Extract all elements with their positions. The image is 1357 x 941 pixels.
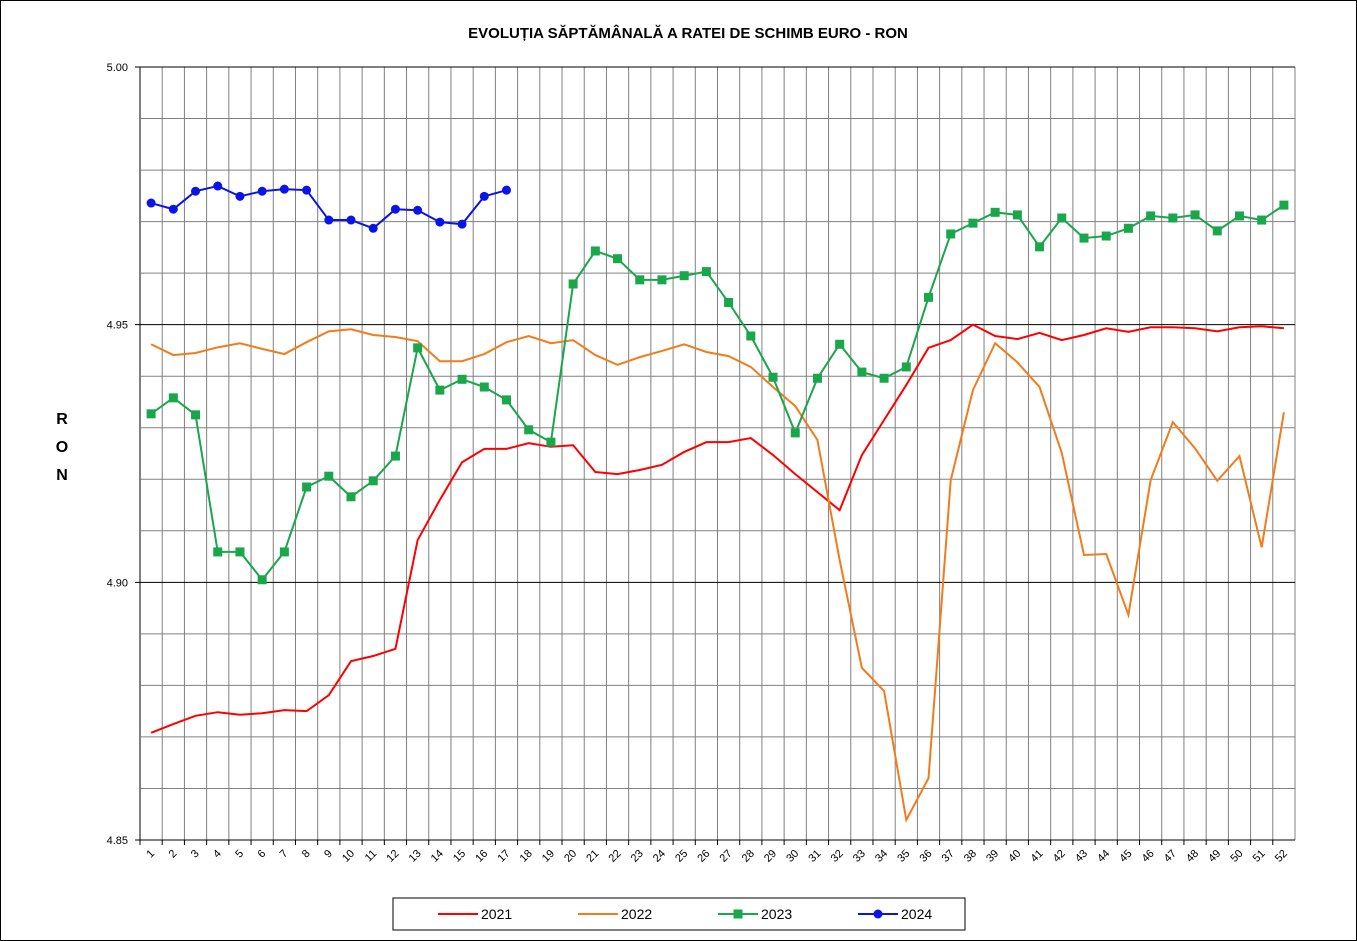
y-tick-label: 4.95 — [107, 320, 128, 332]
marker — [1279, 200, 1289, 210]
marker — [657, 275, 667, 285]
y-tick-label: 4.90 — [107, 577, 128, 589]
marker — [390, 451, 400, 461]
marker — [1234, 211, 1244, 221]
marker — [1012, 210, 1022, 220]
marker — [346, 492, 356, 502]
marker — [879, 373, 889, 383]
marker — [1146, 211, 1156, 221]
series-line — [150, 328, 1285, 823]
marker — [857, 367, 867, 377]
marker — [524, 425, 534, 435]
marker — [257, 575, 267, 585]
marker — [501, 185, 511, 195]
marker — [1168, 213, 1178, 223]
marker — [812, 373, 822, 383]
marker — [146, 409, 156, 419]
marker — [413, 343, 423, 353]
series-line — [150, 323, 1284, 734]
marker — [546, 437, 556, 447]
marker — [168, 204, 178, 214]
marker — [324, 215, 334, 225]
legend-label: 2022 — [621, 906, 652, 922]
marker — [1190, 210, 1200, 220]
marker — [501, 395, 511, 405]
legend-label: 2023 — [761, 906, 792, 922]
marker — [790, 428, 800, 438]
marker — [390, 204, 400, 214]
marker — [635, 275, 645, 285]
marker — [1123, 223, 1133, 233]
marker — [235, 191, 245, 201]
marker — [457, 374, 467, 384]
legend-label: 2021 — [481, 906, 512, 922]
marker — [302, 482, 312, 492]
marker — [279, 547, 289, 557]
legend-marker — [873, 909, 883, 919]
marker — [1057, 213, 1067, 223]
marker — [146, 198, 156, 208]
marker — [479, 191, 489, 201]
marker — [413, 205, 423, 215]
marker — [1101, 231, 1111, 241]
marker — [257, 186, 267, 196]
chart-title: EVOLUȚIA SĂPTĂMÂNALĂ A RATEI DE SCHIMB E… — [468, 24, 908, 42]
marker — [435, 217, 445, 227]
marker — [613, 254, 623, 264]
legend-marker — [733, 909, 743, 919]
marker — [457, 219, 467, 229]
marker — [968, 218, 978, 228]
marker — [479, 382, 489, 392]
y-tick-label: 4.85 — [107, 835, 128, 847]
marker — [590, 246, 600, 256]
marker — [701, 267, 711, 277]
marker — [924, 292, 934, 302]
marker — [368, 476, 378, 486]
marker — [1212, 226, 1222, 236]
marker — [768, 372, 778, 382]
marker — [1079, 233, 1089, 243]
marker — [213, 181, 223, 191]
y-tick-label: 5.00 — [107, 62, 128, 74]
marker — [279, 184, 289, 194]
marker — [946, 229, 956, 239]
marker — [990, 207, 1000, 217]
marker — [435, 385, 445, 395]
legend-label: 2024 — [901, 906, 932, 922]
marker — [213, 547, 223, 557]
marker — [302, 185, 312, 195]
marker — [1257, 215, 1267, 225]
marker — [191, 410, 201, 420]
marker — [235, 547, 245, 557]
marker — [901, 362, 911, 372]
marker — [835, 339, 845, 349]
series-line — [150, 204, 1285, 582]
marker — [568, 279, 578, 289]
marker — [324, 471, 334, 481]
marker — [346, 215, 356, 225]
marker — [368, 223, 378, 233]
marker — [679, 271, 689, 281]
marker — [724, 298, 734, 308]
marker — [191, 186, 201, 196]
marker — [168, 393, 178, 403]
marker — [746, 331, 756, 341]
marker — [1035, 242, 1045, 252]
